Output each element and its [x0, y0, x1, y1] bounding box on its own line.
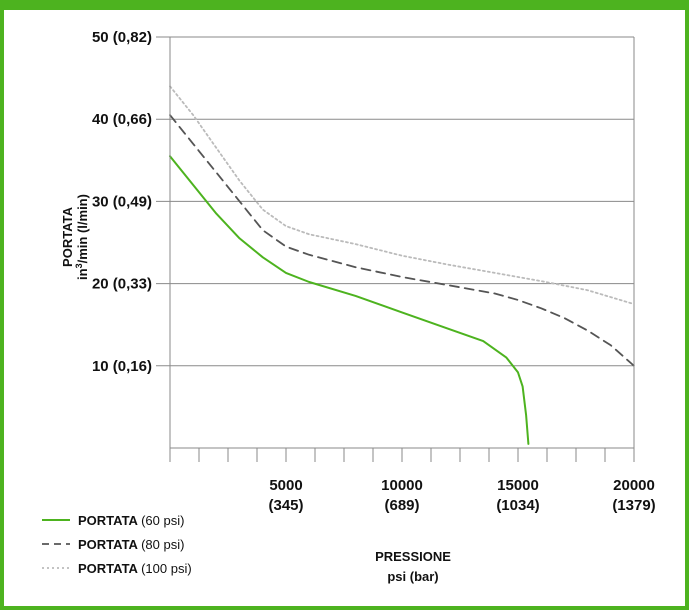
x-tick-label: 10000: [381, 477, 423, 494]
series-line-2: [169, 114, 635, 367]
x-tick-label: 20000: [613, 477, 655, 494]
tick-labels: 10 (0,16) 20 (0,33) 30 (0,49) 40 (0,66) 50 (…: [92, 29, 656, 514]
y-axis-title-line1: PORTATA: [60, 206, 75, 267]
x-axis-title-line2: psi (bar): [387, 569, 438, 584]
y-tick-label: 30 (0,49): [92, 193, 152, 210]
y-tick-label: 20 (0,33): [92, 276, 152, 293]
legend-label-1: PORTATA (60 psi): [78, 513, 184, 528]
x-axis-title: PRESSIONE psi (bar): [375, 549, 451, 584]
legend-label-3: PORTATA (100 psi): [78, 561, 192, 576]
series-line-1: [169, 155, 530, 445]
x-tick-label: 5000: [269, 477, 302, 494]
y-axis-title: PORTATA in3/min (l/min): [60, 194, 90, 280]
legend-series-name: PORTATA: [78, 513, 141, 528]
legend-series-name: PORTATA: [78, 561, 141, 576]
y-tick-label: 50 (0,82): [92, 29, 152, 46]
axes: [169, 37, 635, 462]
legend-series-unit: (80 psi): [141, 537, 184, 552]
y-tick-label: 10 (0,16): [92, 358, 152, 375]
x-tick-label: 15000: [497, 477, 539, 494]
series-lines: [169, 85, 635, 445]
x-tick-sublabel: (345): [268, 497, 303, 514]
legend-series-name: PORTATA: [78, 537, 141, 552]
legend: PORTATA (60 psi)PORTATA (80 psi)PORTATA …: [42, 513, 192, 576]
legend-series-unit: (100 psi): [141, 561, 192, 576]
y-tick-label: 40 (0,66): [92, 111, 152, 128]
grid: [156, 36, 634, 367]
x-tick-sublabel: (1034): [496, 497, 539, 514]
x-tick-sublabel: (689): [384, 497, 419, 514]
y-axis-title-line2: in3/min (l/min): [74, 194, 90, 280]
series-line-3: [169, 85, 635, 305]
x-tick-sublabel: (1379): [612, 497, 655, 514]
x-axis-title-line1: PRESSIONE: [375, 549, 451, 564]
legend-series-unit: (60 psi): [141, 513, 184, 528]
legend-label-2: PORTATA (80 psi): [78, 537, 184, 552]
